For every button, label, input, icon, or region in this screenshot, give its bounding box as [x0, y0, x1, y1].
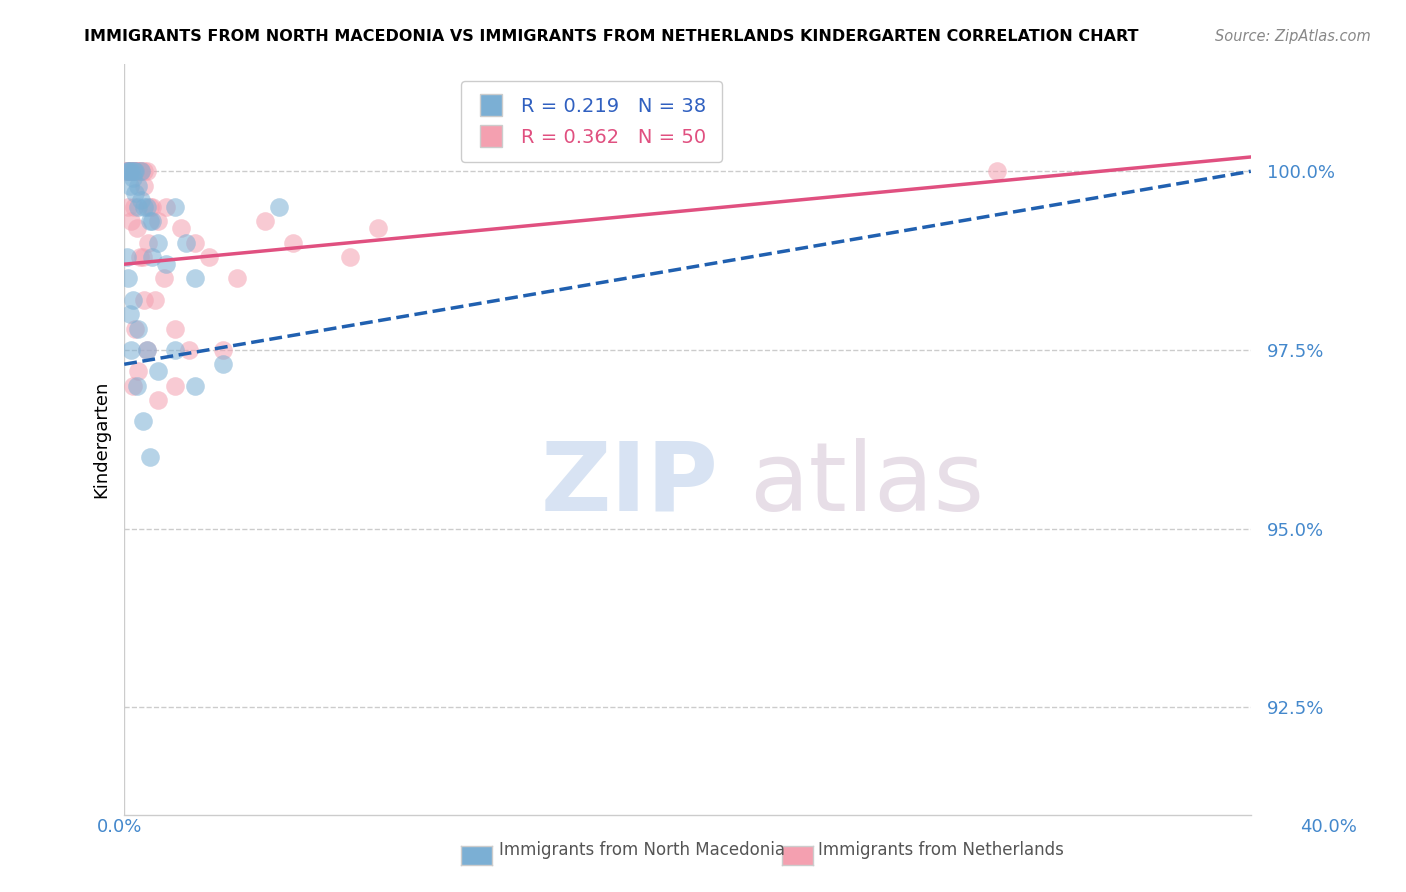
- Point: [132, 178, 155, 193]
- Point: [131, 414, 153, 428]
- Point: [141, 214, 163, 228]
- Point: [339, 250, 361, 264]
- Text: ZIP: ZIP: [541, 438, 718, 531]
- Point: [121, 164, 143, 178]
- Point: [124, 164, 146, 178]
- Text: Source: ZipAtlas.com: Source: ZipAtlas.com: [1215, 29, 1371, 45]
- Point: [986, 164, 1008, 178]
- Point: [127, 321, 149, 335]
- Point: [120, 343, 142, 357]
- Point: [127, 164, 149, 178]
- Point: [138, 214, 160, 228]
- Point: [138, 200, 160, 214]
- Point: [143, 293, 166, 307]
- Point: [269, 200, 291, 214]
- Point: [121, 378, 143, 392]
- Point: [120, 214, 142, 228]
- Point: [146, 214, 169, 228]
- Y-axis label: Kindergarten: Kindergarten: [93, 381, 110, 498]
- Point: [129, 164, 152, 178]
- Point: [118, 307, 141, 321]
- Point: [146, 235, 169, 250]
- Point: [132, 200, 155, 214]
- Point: [114, 164, 136, 178]
- Point: [115, 164, 138, 178]
- Point: [125, 221, 148, 235]
- Point: [163, 343, 186, 357]
- Point: [169, 221, 191, 235]
- Point: [152, 271, 174, 285]
- Point: [127, 200, 149, 214]
- Point: [124, 321, 146, 335]
- Point: [115, 164, 138, 178]
- Point: [177, 343, 200, 357]
- Point: [129, 193, 152, 207]
- Text: atlas: atlas: [749, 438, 984, 531]
- Point: [136, 235, 159, 250]
- Point: [127, 364, 149, 378]
- Point: [138, 450, 160, 465]
- Point: [122, 200, 145, 214]
- Point: [183, 235, 205, 250]
- Point: [163, 200, 186, 214]
- Point: [125, 164, 148, 178]
- Point: [146, 364, 169, 378]
- Point: [117, 164, 139, 178]
- Point: [121, 164, 143, 178]
- Text: 0.0%: 0.0%: [97, 818, 142, 836]
- Point: [124, 164, 146, 178]
- Point: [141, 250, 163, 264]
- Point: [127, 178, 149, 193]
- Point: [122, 164, 145, 178]
- Point: [118, 164, 141, 178]
- Point: [118, 164, 141, 178]
- Point: [183, 271, 205, 285]
- Point: [118, 178, 141, 193]
- Point: [174, 235, 197, 250]
- Legend: R = 0.219   N = 38, R = 0.362   N = 50: R = 0.219 N = 38, R = 0.362 N = 50: [461, 81, 721, 162]
- Point: [135, 200, 157, 214]
- Point: [118, 164, 141, 178]
- Point: [117, 164, 139, 178]
- Point: [117, 200, 139, 214]
- Point: [211, 357, 233, 371]
- Point: [183, 378, 205, 392]
- Point: [254, 214, 277, 228]
- Text: IMMIGRANTS FROM NORTH MACEDONIA VS IMMIGRANTS FROM NETHERLANDS KINDERGARTEN CORR: IMMIGRANTS FROM NORTH MACEDONIA VS IMMIG…: [84, 29, 1139, 45]
- Point: [155, 200, 177, 214]
- Point: [129, 164, 152, 178]
- Point: [121, 171, 143, 186]
- Point: [124, 186, 146, 200]
- Point: [115, 250, 138, 264]
- Point: [141, 200, 163, 214]
- Point: [283, 235, 305, 250]
- Point: [127, 164, 149, 178]
- Point: [117, 271, 139, 285]
- Point: [120, 164, 142, 178]
- Point: [121, 293, 143, 307]
- Point: [120, 164, 142, 178]
- Point: [225, 271, 247, 285]
- Point: [163, 321, 186, 335]
- Point: [132, 293, 155, 307]
- Point: [135, 164, 157, 178]
- Point: [146, 392, 169, 407]
- Text: 40.0%: 40.0%: [1301, 818, 1357, 836]
- Point: [163, 378, 186, 392]
- Point: [135, 343, 157, 357]
- Point: [155, 257, 177, 271]
- Text: Immigrants from Netherlands: Immigrants from Netherlands: [818, 841, 1064, 859]
- Point: [128, 250, 150, 264]
- Point: [211, 343, 233, 357]
- Text: Immigrants from North Macedonia: Immigrants from North Macedonia: [499, 841, 785, 859]
- Point: [132, 164, 155, 178]
- Point: [131, 250, 153, 264]
- Point: [197, 250, 219, 264]
- Point: [135, 343, 157, 357]
- Point: [125, 378, 148, 392]
- Point: [122, 164, 145, 178]
- Point: [129, 164, 152, 178]
- Point: [367, 221, 389, 235]
